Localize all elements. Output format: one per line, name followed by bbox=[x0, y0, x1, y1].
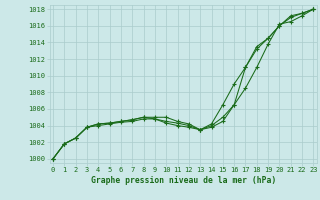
X-axis label: Graphe pression niveau de la mer (hPa): Graphe pression niveau de la mer (hPa) bbox=[91, 176, 276, 185]
